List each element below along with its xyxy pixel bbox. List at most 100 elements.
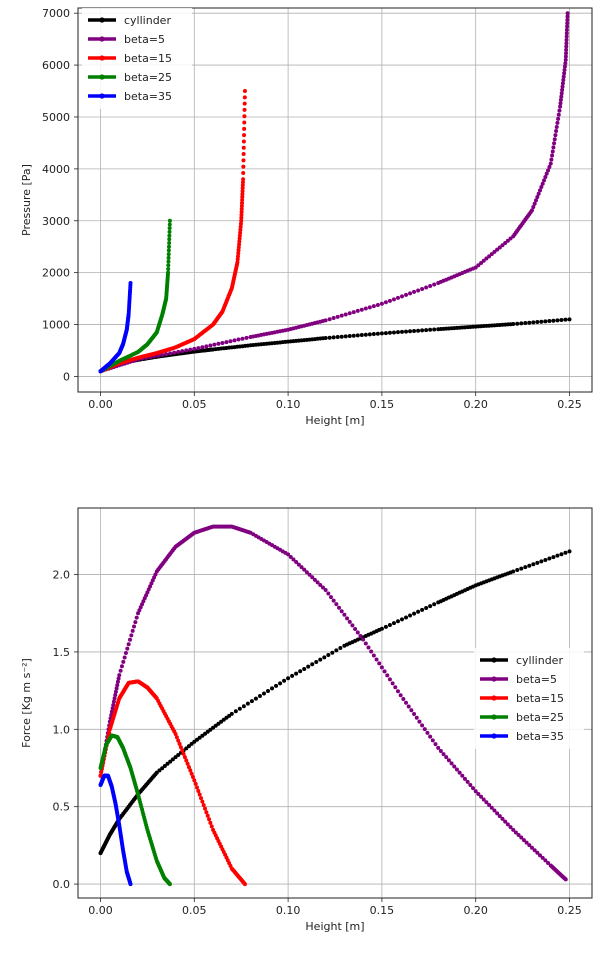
data-point xyxy=(479,261,484,266)
data-point xyxy=(554,124,559,129)
data-point xyxy=(412,328,417,333)
data-point xyxy=(355,630,360,635)
data-point xyxy=(200,799,205,804)
data-point xyxy=(229,711,234,716)
data-point xyxy=(529,208,534,213)
data-point xyxy=(312,577,317,582)
data-point xyxy=(369,649,374,654)
y-axis-label: Pressure [Pa] xyxy=(20,164,33,236)
data-point xyxy=(232,338,237,343)
data-point xyxy=(543,858,548,863)
data-point xyxy=(241,158,246,163)
data-point xyxy=(203,806,208,811)
data-point xyxy=(331,335,336,340)
data-point xyxy=(337,605,342,610)
data-point xyxy=(438,748,443,753)
data-point xyxy=(543,319,548,324)
data-point xyxy=(253,696,258,701)
data-point xyxy=(367,305,372,310)
data-point xyxy=(547,319,552,324)
data-point xyxy=(207,817,212,822)
data-point xyxy=(242,120,247,125)
data-point xyxy=(562,71,567,76)
data-point xyxy=(148,584,153,589)
data-point xyxy=(331,316,336,321)
data-point xyxy=(457,770,462,775)
data-point xyxy=(355,333,360,338)
data-point xyxy=(242,101,247,106)
data-point xyxy=(567,317,572,322)
data-point xyxy=(123,651,128,656)
data-point xyxy=(185,761,190,766)
data-point xyxy=(532,201,537,206)
data-point xyxy=(408,613,413,618)
data-point xyxy=(531,320,536,325)
data-point xyxy=(400,329,404,334)
data-point xyxy=(239,206,244,211)
data-point xyxy=(555,553,560,558)
legend-label: beta=35 xyxy=(516,730,564,743)
data-point xyxy=(242,107,247,112)
data-point xyxy=(290,673,295,678)
force-plot: 0.00 0.05 0.10 0.15 0.20 0.25 0.0 0.5 1.0 1.5 2.0 H… xyxy=(20,507,593,933)
data-point xyxy=(543,557,548,562)
data-point xyxy=(335,314,340,319)
data-point xyxy=(564,27,569,32)
data-point xyxy=(240,180,245,185)
data-point xyxy=(564,44,569,49)
data-point xyxy=(550,153,555,158)
data-point xyxy=(327,317,332,322)
data-point xyxy=(288,554,293,559)
data-point xyxy=(132,624,137,629)
data-point xyxy=(204,344,209,349)
data-point xyxy=(241,164,246,169)
data-point xyxy=(539,559,544,564)
data-point xyxy=(552,141,557,146)
data-point xyxy=(274,683,279,688)
legend-label: beta=15 xyxy=(124,52,172,65)
y-tick-label: 4000 xyxy=(42,163,70,176)
data-point xyxy=(236,245,241,250)
data-point xyxy=(141,599,146,604)
data-point xyxy=(489,805,494,810)
data-point xyxy=(168,759,173,764)
data-point xyxy=(306,664,311,669)
data-point xyxy=(154,770,159,775)
data-point xyxy=(110,706,115,711)
data-point xyxy=(302,666,307,671)
data-point xyxy=(235,257,240,262)
data-point xyxy=(236,251,241,256)
data-point xyxy=(422,727,427,732)
data-point xyxy=(556,112,561,117)
data-point xyxy=(167,241,172,245)
data-point xyxy=(404,329,409,334)
data-point xyxy=(536,191,541,196)
data-point xyxy=(395,619,400,624)
data-point xyxy=(307,572,312,577)
data-point xyxy=(546,168,551,173)
data-point xyxy=(165,761,170,766)
data-point xyxy=(212,342,217,347)
data-point xyxy=(561,77,566,82)
data-point xyxy=(391,297,396,302)
data-point xyxy=(387,330,392,335)
data-point xyxy=(503,241,508,245)
data-point xyxy=(441,752,446,757)
data-point xyxy=(145,590,150,595)
legend-label: beta=35 xyxy=(124,90,172,103)
data-point xyxy=(190,775,195,780)
data-point xyxy=(542,178,547,183)
series-cyllinder xyxy=(98,549,572,856)
data-point xyxy=(119,664,124,669)
data-point xyxy=(334,648,339,653)
data-point xyxy=(339,609,344,614)
data-point xyxy=(239,209,244,214)
data-point xyxy=(240,336,245,341)
legend-marker xyxy=(491,695,497,701)
data-point xyxy=(387,677,392,682)
data-point xyxy=(245,701,250,706)
data-point xyxy=(551,555,556,560)
data-point xyxy=(479,794,484,799)
data-point xyxy=(481,797,486,802)
data-point xyxy=(351,333,356,338)
